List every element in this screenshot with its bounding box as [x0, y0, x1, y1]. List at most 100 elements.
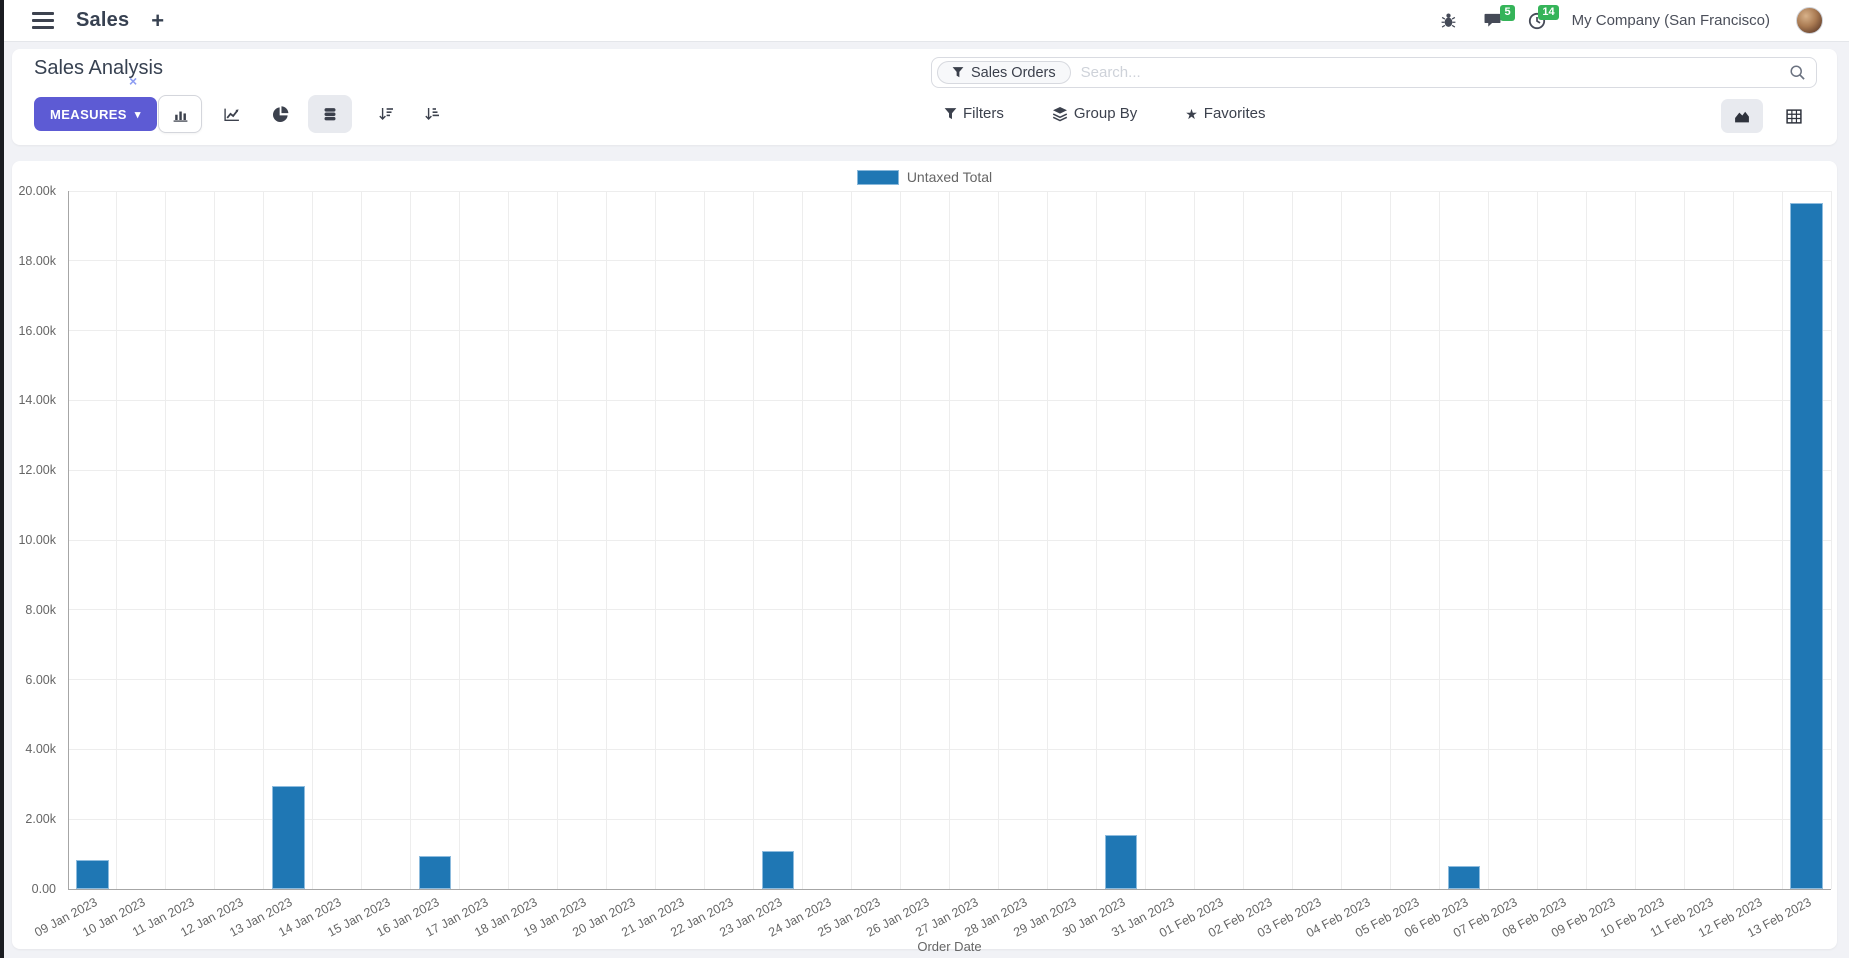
gridline-v — [753, 191, 755, 889]
favorites-label: Favorites — [1203, 105, 1266, 122]
stacked-toggle-button[interactable] — [308, 95, 352, 133]
gridline-v — [1095, 191, 1097, 889]
messages-badge: 5 — [1500, 5, 1515, 21]
activities-clock-icon[interactable]: 14 — [1528, 4, 1559, 30]
gridline-v — [1585, 191, 1587, 889]
bar-16-Jan-2023[interactable] — [419, 855, 452, 889]
gridline-v — [1438, 191, 1440, 889]
chart-card: Untaxed Total 0.00 2.00k 4.00k 6.00k 8.00k 10… — [12, 161, 1837, 954]
activities-badge: 14 — [1538, 4, 1559, 21]
y-tick-label: 6.00k — [25, 672, 56, 687]
gridline-v — [1389, 191, 1391, 889]
hamburger-menu-icon[interactable] — [32, 12, 54, 29]
gridline-v — [704, 191, 706, 889]
gridline-v — [1340, 191, 1342, 889]
gridline-v — [802, 191, 804, 889]
legend-item[interactable]: Untaxed Total — [12, 169, 1837, 185]
gridline-v — [1830, 191, 1832, 889]
messages-icon[interactable]: 5 — [1483, 5, 1515, 29]
search-facet-sales-orders[interactable]: Sales Orders — [937, 61, 1071, 84]
gridline-v — [900, 191, 902, 889]
debug-bug-icon[interactable] — [1440, 12, 1457, 29]
search-input[interactable] — [1070, 64, 1789, 81]
bar-30-Jan-2023[interactable] — [1104, 834, 1138, 889]
legend-label: Untaxed Total — [906, 169, 993, 185]
bar-13-Jan-2023[interactable] — [272, 786, 305, 889]
bar-23-Jan-2023[interactable] — [761, 850, 795, 889]
legend-swatch — [856, 169, 899, 185]
group-by-layers-icon — [1052, 106, 1067, 121]
y-tick-label: 20.00k — [18, 184, 56, 198]
line-chart-view-button[interactable] — [210, 95, 254, 133]
sort-descending-button[interactable] — [364, 95, 408, 133]
y-tick-label: 8.00k — [25, 602, 56, 617]
bar-chart-view-button[interactable] — [158, 95, 202, 133]
gridline-v — [165, 191, 167, 889]
bar-chart-icon — [173, 111, 187, 122]
y-tick-label: 16.00k — [18, 323, 56, 338]
gridline-h — [68, 888, 1831, 890]
gridline-v — [1536, 191, 1538, 889]
gridline-v — [1683, 191, 1685, 889]
facet-label: Sales Orders — [971, 64, 1056, 81]
sort-asc-icon — [425, 108, 439, 120]
favorites-star-icon: ★ — [1185, 105, 1198, 122]
search-icon[interactable] — [1789, 64, 1806, 81]
line-chart-icon — [224, 108, 239, 121]
search-bar[interactable]: Sales Orders — [931, 57, 1817, 88]
y-tick-label: 14.00k — [18, 393, 56, 408]
favorites-menu[interactable]: ★ Favorites — [1185, 105, 1265, 122]
page-title: Sales Analysis — [34, 57, 163, 79]
group-by-menu[interactable]: Group By — [1052, 105, 1137, 122]
gridline-v — [1732, 191, 1734, 889]
measures-button[interactable]: MEASURES ▾ — [34, 97, 157, 131]
gridline-v — [1242, 191, 1244, 889]
app-name[interactable]: Sales — [76, 9, 130, 31]
y-tick-label: 18.00k — [18, 253, 56, 268]
filters-menu[interactable]: Filters — [944, 105, 1004, 122]
gridline-v — [361, 191, 363, 889]
gridline-v — [997, 191, 999, 889]
caret-down-icon: ▾ — [134, 108, 141, 121]
gridline-v — [1193, 191, 1195, 889]
sort-desc-icon — [379, 108, 393, 120]
gridline-v — [1487, 191, 1489, 889]
gridline-v — [1291, 191, 1293, 889]
bar-13-Feb-2023[interactable] — [1790, 203, 1823, 889]
gridline-v — [263, 191, 265, 889]
control-panel: Sales Analysis MEASURES ▾ — [12, 49, 1837, 145]
company-menu[interactable]: My Company (San Francisco) — [1571, 12, 1770, 29]
graph-view-switcher-button[interactable] — [1721, 99, 1763, 133]
gridline-v — [851, 191, 853, 889]
x-axis-title: Order Date — [917, 939, 982, 954]
user-avatar[interactable] — [1796, 7, 1823, 34]
gridline-v — [1046, 191, 1048, 889]
gridline-v — [1634, 191, 1636, 889]
y-tick-label: 12.00k — [18, 463, 56, 478]
y-tick-label: 4.00k — [25, 742, 56, 757]
y-axis-labels: 0.00 2.00k 4.00k 6.00k 8.00k 10.00k 12.00k 14.0… — [12, 184, 60, 896]
bar-06-Feb-2023[interactable] — [1447, 865, 1480, 889]
pie-chart-view-button[interactable] — [258, 95, 302, 133]
top-navbar: Sales + 5 14 My Company (San Francisco) — [0, 0, 1849, 42]
y-tick-label: 10.00k — [18, 533, 56, 547]
gridline-v — [655, 191, 657, 889]
gridline-v — [312, 191, 314, 889]
gridline-v — [410, 191, 412, 889]
gridline-v — [557, 191, 559, 889]
y-tick-label: 2.00k — [25, 812, 56, 827]
area-chart-icon — [1735, 111, 1749, 122]
sort-ascending-button[interactable] — [410, 95, 454, 133]
facet-remove-close-icon[interactable]: × — [129, 73, 138, 89]
gridline-v — [1781, 191, 1783, 889]
pivot-table-icon — [1786, 108, 1802, 124]
x-axis-labels: 09 Jan 2023 10 Jan 2023 11 Jan 2023 12 Jan … — [32, 893, 1831, 943]
gridline-v — [606, 191, 608, 889]
pie-chart-icon — [272, 105, 288, 122]
bar-09-Jan-2023[interactable] — [76, 859, 109, 889]
group-by-label: Group By — [1073, 105, 1138, 122]
new-tab-plus-icon[interactable]: + — [151, 7, 165, 33]
filter-funnel-icon — [952, 67, 964, 78]
gridline-v — [508, 191, 510, 889]
pivot-view-switcher-button[interactable] — [1773, 99, 1815, 133]
